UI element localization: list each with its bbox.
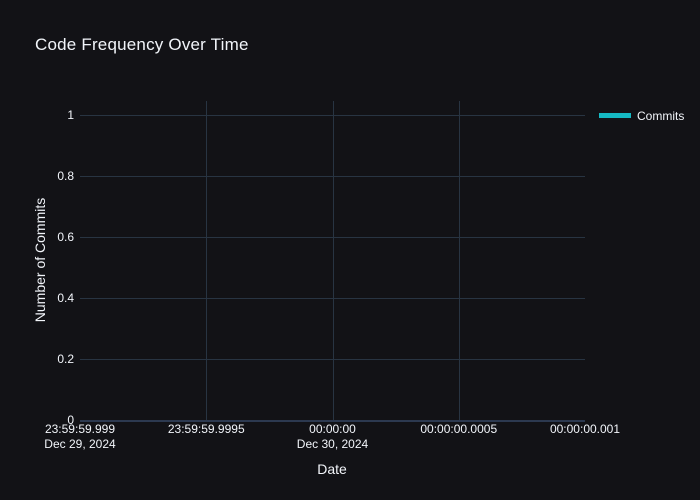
y-tick-label: 0.8 (57, 169, 74, 183)
x-tick-label: 00:00:00.0005 (394, 422, 524, 437)
x-tick-label: 00:00:00.001 (520, 422, 650, 437)
y-tick-label: 0.4 (57, 291, 74, 305)
chart-title: Code Frequency Over Time (35, 35, 249, 54)
y-tick-label: 0 (67, 413, 74, 427)
y-tick-label: 0.6 (57, 230, 74, 244)
y-tick-label: 0.2 (57, 352, 74, 366)
x-axis-title: Date (317, 461, 347, 477)
y-tick-label: 1 (67, 108, 74, 122)
legend-item-commits[interactable]: Commits (599, 107, 684, 124)
x-tick-time: 00:00:00.001 (549, 422, 621, 436)
x-tick-time: 00:00:00.0005 (420, 422, 498, 436)
x-tick-label: 23:59:59.999 Dec 29, 2024 (15, 422, 145, 452)
x-tick-label: 23:59:59.9995 (141, 422, 271, 437)
x-tick-time: 00:00:00 (309, 422, 356, 436)
legend-line-swatch (599, 113, 631, 118)
legend: Commits (599, 107, 684, 124)
plot-area[interactable] (80, 101, 585, 422)
x-gridline (332, 101, 334, 420)
x-tick-date: Dec 30, 2024 (296, 437, 369, 451)
x-tick-label: 00:00:00 Dec 30, 2024 (268, 422, 398, 452)
x-gridline (206, 101, 208, 420)
x-tick-date: Dec 29, 2024 (44, 437, 116, 451)
x-tick-time: 23:59:59.9995 (167, 422, 245, 436)
x-tick-time: 23:59:59.999 (44, 422, 116, 436)
x-gridline (458, 101, 460, 420)
legend-label: Commits (637, 108, 685, 123)
